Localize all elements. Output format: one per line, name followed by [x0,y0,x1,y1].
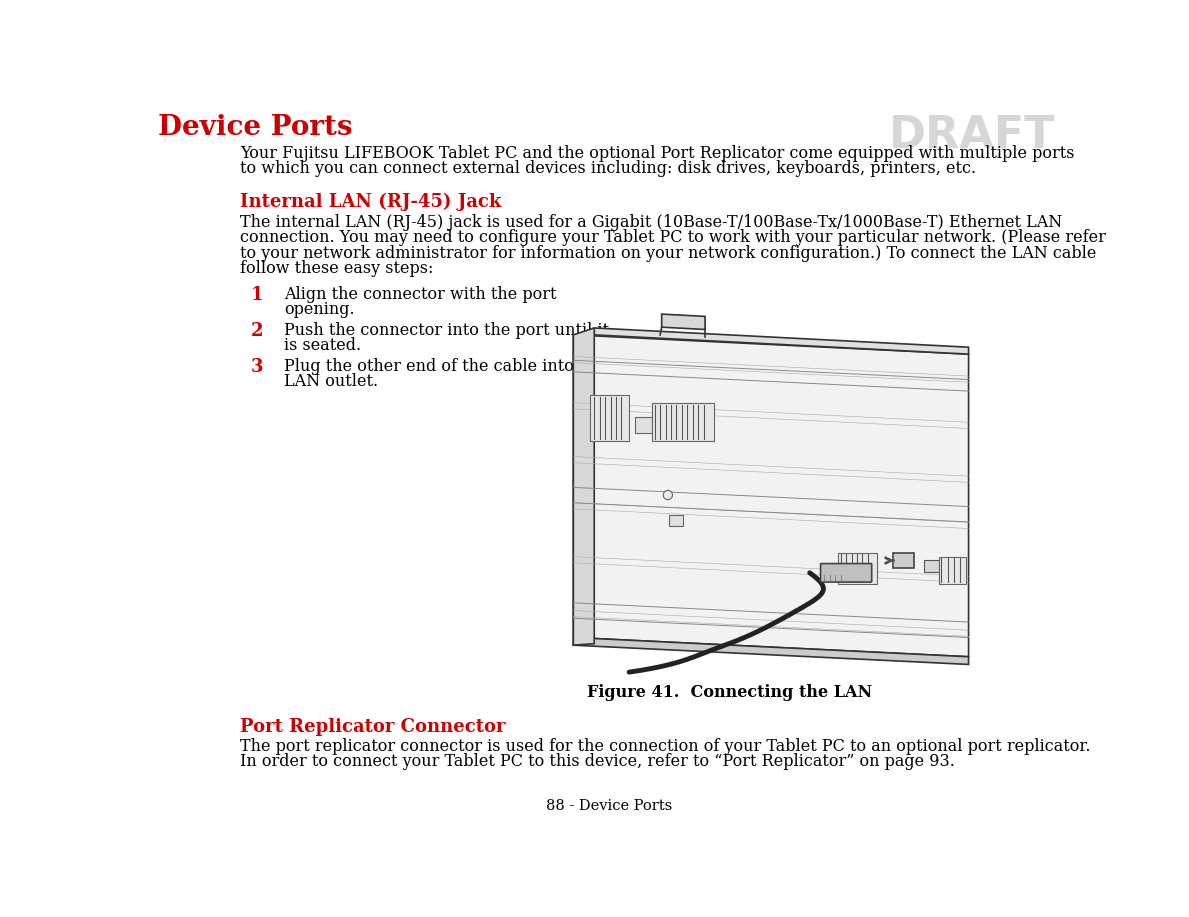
Polygon shape [573,335,969,657]
Bar [939,557,967,583]
Bar [653,403,715,441]
Text: Your Fujitsu LIFEBOOK Tablet PC and the optional Port Replicator come equipped w: Your Fujitsu LIFEBOOK Tablet PC and the … [240,145,1075,161]
Text: 88 - Device Ports: 88 - Device Ports [546,800,672,813]
Text: Align the connector with the port: Align the connector with the port [284,285,556,303]
Bar [591,395,629,441]
Polygon shape [661,315,705,329]
Polygon shape [573,637,969,665]
Text: to your network administrator for information on your network configuration.) To: to your network administrator for inform… [240,245,1096,261]
Text: connection. You may need to configure your Tablet PC to work with your particula: connection. You may need to configure yo… [240,229,1106,247]
Bar [893,553,914,569]
Text: Figure 41.  Connecting the LAN: Figure 41. Connecting the LAN [587,684,873,701]
Bar [669,515,684,525]
Text: Device Ports: Device Ports [158,114,352,141]
Text: The internal LAN (RJ-45) jack is used for a Gigabit (10Base-T/100Base-Tx/1000Bas: The internal LAN (RJ-45) jack is used fo… [240,214,1062,231]
Bar [924,560,939,572]
Text: The port replicator connector is used for the connection of your Tablet PC to an: The port replicator connector is used fo… [240,737,1090,755]
Text: DRAFT: DRAFT [889,114,1056,157]
Text: LAN outlet.: LAN outlet. [284,373,378,391]
Polygon shape [594,328,969,354]
Text: is seated.: is seated. [284,337,361,354]
FancyBboxPatch shape [820,564,872,582]
Text: 3: 3 [251,358,264,376]
Text: opening.: opening. [284,301,354,318]
Text: Push the connector into the port until it: Push the connector into the port until i… [284,322,610,338]
Polygon shape [573,328,594,646]
Bar [635,416,653,434]
Text: In order to connect your Tablet PC to this device, refer to “Port Replicator” on: In order to connect your Tablet PC to th… [240,753,955,770]
Text: Plug the other end of the cable into a: Plug the other end of the cable into a [284,358,589,375]
Text: Internal LAN (RJ-45) Jack: Internal LAN (RJ-45) Jack [240,193,502,212]
Text: follow these easy steps:: follow these easy steps: [240,260,434,277]
Text: 2: 2 [251,322,264,340]
Circle shape [663,491,673,500]
Text: 1: 1 [251,285,264,304]
Text: Port Replicator Connector: Port Replicator Connector [240,718,505,736]
Text: to which you can connect external devices including: disk drives, keyboards, pri: to which you can connect external device… [240,160,976,177]
Bar [838,553,877,583]
